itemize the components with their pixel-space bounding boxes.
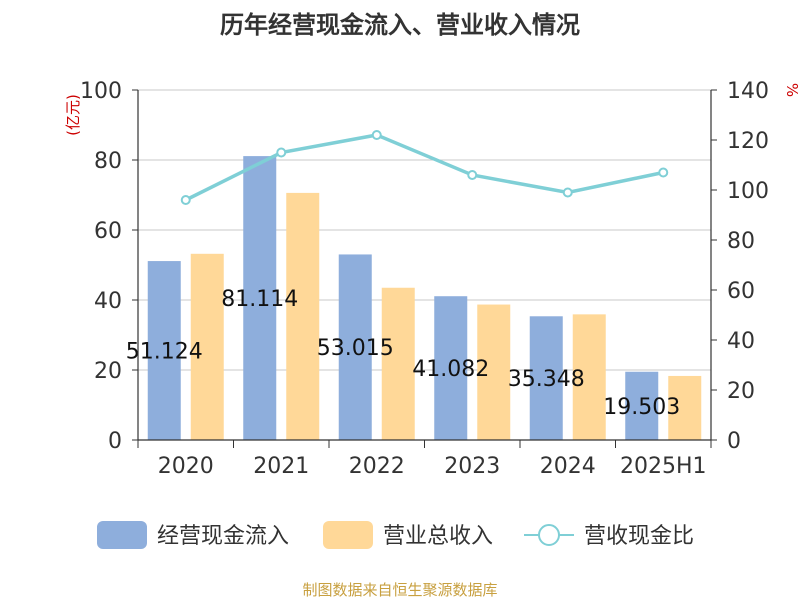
- bar-data-label: 19.503: [603, 395, 680, 420]
- right-axis-tick-label: 120: [727, 129, 769, 154]
- right-axis-tick-label: 80: [727, 229, 755, 254]
- bar-cash-inflow: [529, 316, 563, 440]
- bar-data-label: 35.348: [508, 367, 585, 392]
- legend-marker: [538, 524, 560, 546]
- bar-cash-inflow: [243, 156, 277, 440]
- x-axis-tick-label: 2025H1: [620, 454, 707, 479]
- right-axis-tick-label: 0: [727, 429, 741, 454]
- bar-data-label: 81.114: [221, 287, 298, 312]
- ratio-point: [658, 167, 669, 178]
- right-axis-tick-label: 100: [727, 179, 769, 204]
- x-axis-tick-label: 2022: [349, 454, 405, 479]
- right-axis-tick-label: 60: [727, 279, 755, 304]
- bar-data-label: 41.082: [412, 357, 489, 382]
- data-labels: 51.124 81.114 53.015 41.082 35.348 19.503: [126, 287, 680, 420]
- bar-revenue: [381, 287, 415, 440]
- x-axis-tick-label: 2020: [158, 454, 214, 479]
- left-axis-tick-label: 80: [94, 149, 122, 174]
- left-axis-tick-label: 100: [80, 79, 122, 104]
- axes: 0 20 40 60 80 100 0 20 40 60 80 100 120 140 2020 2021 20…: [80, 79, 769, 479]
- legend-swatch: [97, 521, 147, 549]
- bar-revenue: [572, 314, 606, 440]
- bar-cash-inflow: [147, 261, 181, 440]
- legend-label: 营业总收入: [383, 524, 493, 549]
- left-axis-tick-label: 40: [94, 289, 122, 314]
- ratio-point: [276, 147, 287, 158]
- right-axis-tick-label: 20: [727, 379, 755, 404]
- source-note: 制图数据来自恒生聚源数据库: [302, 581, 497, 599]
- bar-cash-inflow: [338, 254, 372, 440]
- legend-label: 营收现金比: [584, 524, 694, 549]
- right-axis-unit: %: [783, 83, 800, 97]
- legend-label: 经营现金流入: [157, 524, 289, 549]
- ratio-point: [562, 187, 573, 198]
- bars: [147, 156, 702, 440]
- bar-data-label: 51.124: [126, 340, 203, 365]
- ratio-line-path: [184, 133, 664, 202]
- right-axis-tick-label: 140: [727, 79, 769, 104]
- left-axis-tick-label: 20: [94, 359, 122, 384]
- x-axis-tick-label: 2024: [540, 454, 596, 479]
- bar-revenue: [477, 304, 511, 440]
- left-axis-tick-label: 0: [108, 429, 122, 454]
- bar-revenue: [286, 192, 320, 440]
- bar-data-label: 53.015: [317, 336, 394, 361]
- legend-swatch: [323, 521, 373, 549]
- chart-title: 历年经营现金流入、营业收入情况: [220, 11, 580, 39]
- right-axis-tick-label: 40: [727, 329, 755, 354]
- left-axis-tick-label: 60: [94, 219, 122, 244]
- bar-cash-inflow: [625, 371, 659, 440]
- ratio-point: [371, 130, 382, 140]
- bar-revenue: [190, 253, 224, 440]
- x-axis-tick-label: 2021: [253, 454, 309, 479]
- ratio-point: [180, 195, 191, 205]
- legend: 经营现金流入 营业总收入 营收现金比: [97, 521, 694, 549]
- gridlines: [138, 89, 711, 371]
- ratio-point: [467, 170, 478, 180]
- ratio-line: [180, 130, 669, 205]
- left-axis-unit: (亿元): [64, 94, 82, 136]
- bar-revenue: [668, 375, 702, 440]
- bar-cash-inflow: [434, 296, 468, 440]
- x-axis-tick-label: 2023: [444, 454, 500, 479]
